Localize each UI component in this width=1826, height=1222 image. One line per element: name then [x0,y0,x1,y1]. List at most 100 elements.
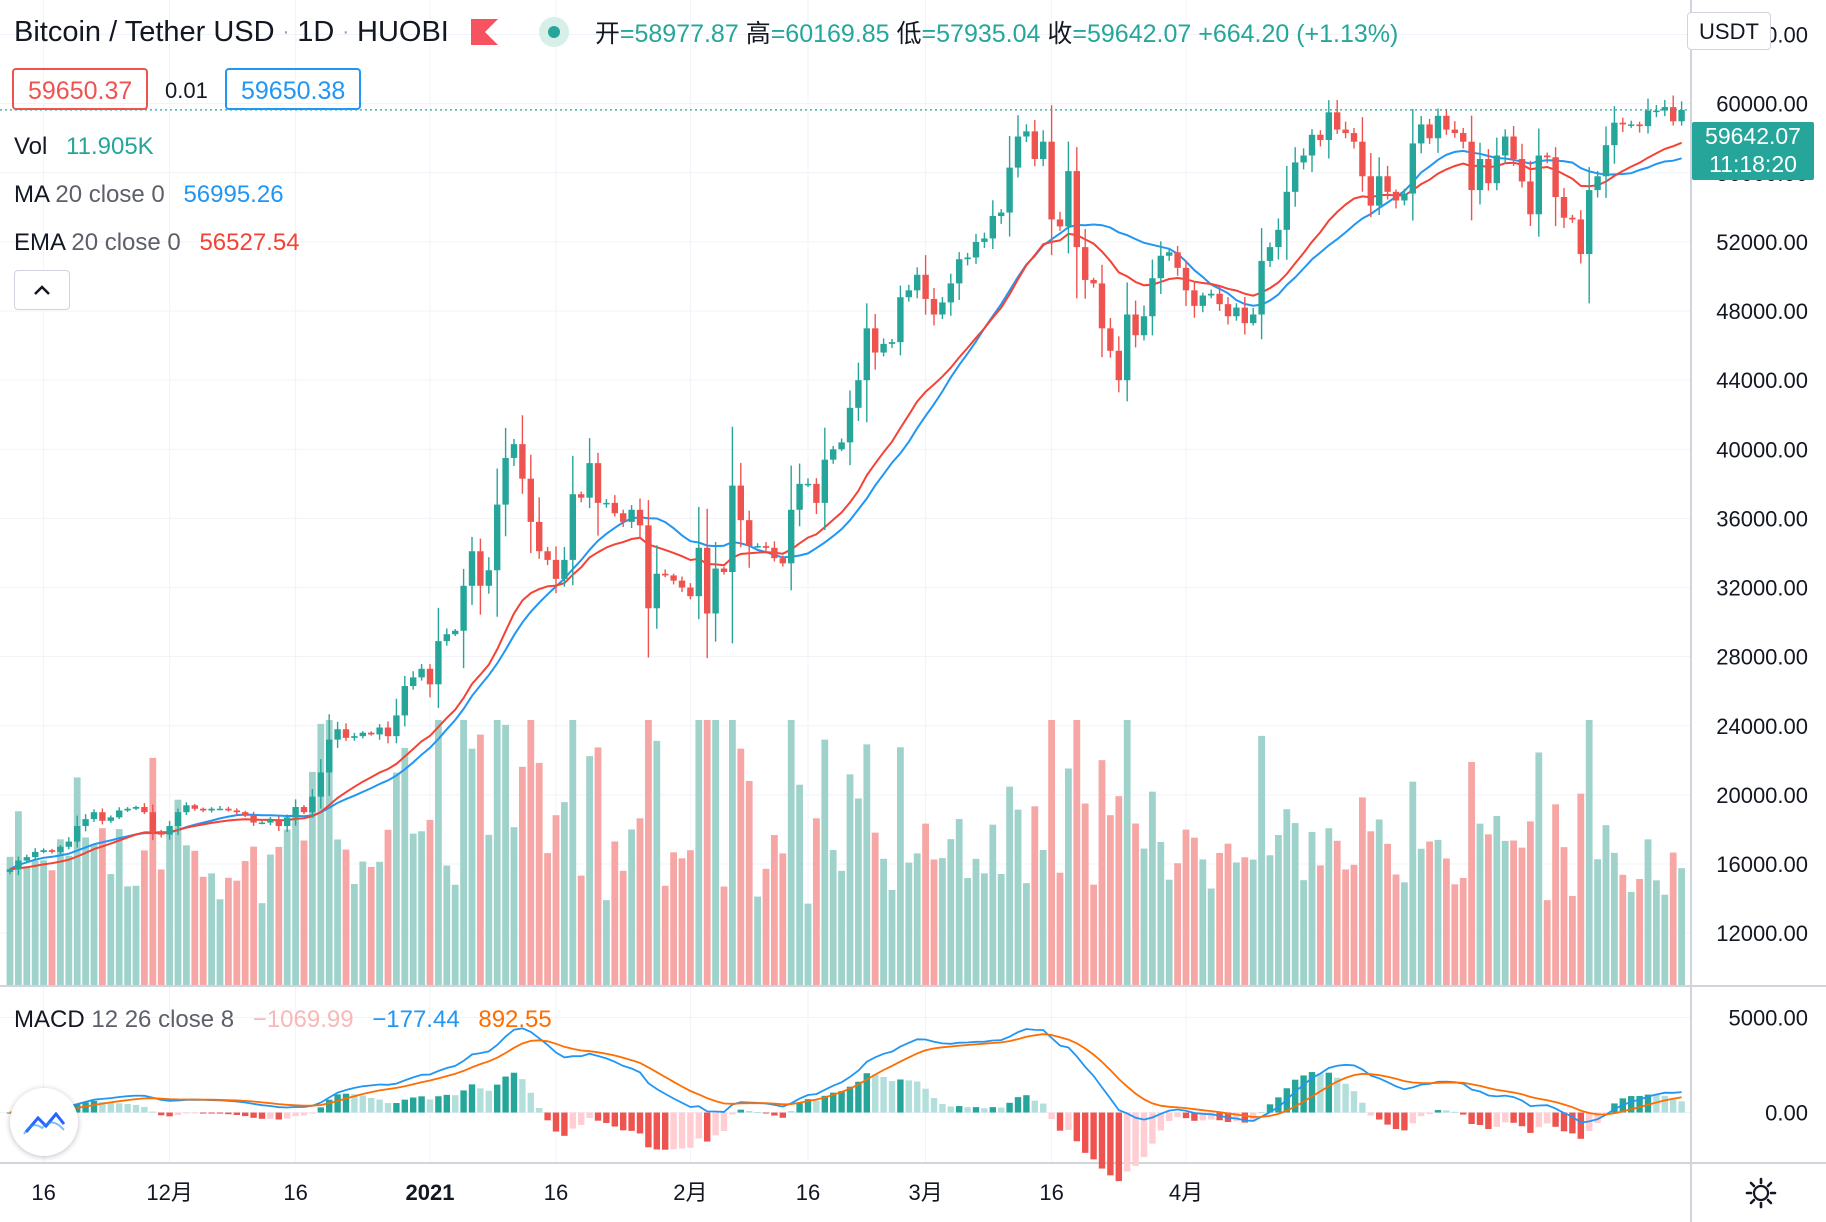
volume-bar [1602,825,1610,985]
macd-hist-bar [989,1107,996,1113]
macd-hist-bar [880,1076,887,1113]
candle-body [401,686,408,716]
flag-icon[interactable] [470,19,498,45]
market-open-icon [538,17,569,47]
candle-body [1577,219,1584,255]
macd-hist-bar [1056,1112,1064,1131]
candle-body [1308,134,1316,156]
volume-bar [1443,858,1450,985]
gear-icon[interactable] [1744,1176,1778,1210]
macd-hist-bar [258,1112,266,1119]
volume-bar [502,724,509,985]
candle-body [746,520,753,547]
volume-bar [1006,786,1013,985]
candle-body [1166,252,1173,256]
volume-bar [241,861,249,985]
tradingview-logo-icon[interactable] [10,1088,78,1156]
volume-bar [905,862,913,985]
volume-bar [1468,761,1475,985]
volume-bar [267,854,274,985]
time-tick-label: 3月 [908,1180,942,1205]
candle-body [586,463,593,498]
macd-hist-bar [1031,1100,1038,1113]
candle-body [317,772,324,797]
candle-body [242,812,249,816]
candle-body [334,729,341,740]
volume-bar [1577,793,1585,985]
macd-hist-bar [1342,1083,1349,1113]
macd-hist-bar [1468,1112,1475,1125]
candle-body [1443,115,1450,130]
volume-bar [1165,879,1173,985]
candle-body [712,568,719,614]
candle-body [1619,122,1626,125]
candle-body [846,407,854,443]
candle-body [460,585,467,631]
volume-bar [1451,884,1459,985]
candle-body [552,559,560,579]
volume-bar [645,720,652,985]
volume-bar [325,720,333,985]
volume-legend[interactable]: Vol 11.905K [14,133,154,160]
candle-body [1283,191,1290,230]
ma-line [9,149,1682,871]
currency-button[interactable]: USDT [1687,12,1771,50]
macd-signal-value: 892.55 [478,1006,552,1033]
macd-hist-bar [1065,1112,1072,1130]
candle-body [1460,133,1467,142]
macd-hist-bar [309,1112,316,1114]
volume-bar [1191,837,1198,985]
candle-body [536,521,543,552]
symbol-header[interactable]: Bitcoin / Tether USD · 1D · HUOBI 开=5897… [14,14,1398,50]
candle-body [107,817,114,821]
macd-signal-line [9,1033,1682,1118]
exchange-label[interactable]: HUOBI [357,15,449,48]
ma-legend[interactable]: MA 20 close 0 56995.26 [14,181,284,208]
candle-body [225,808,232,811]
macd-hist-bar [1132,1112,1139,1166]
symbol-name[interactable]: Bitcoin / Tether USD [14,15,275,48]
macd-hist-bar [468,1084,476,1113]
time-tick-label: 2021 [406,1180,455,1205]
macd-hist-bar [846,1086,854,1113]
volume-bar [1560,847,1568,985]
volume-bar [435,720,442,985]
volume-bar [40,860,47,985]
macd-hist-bar [1107,1112,1114,1176]
collapse-legend-button[interactable] [14,270,70,310]
ema-legend[interactable]: EMA 20 close 0 56527.54 [14,229,300,256]
volume-bar [426,819,434,985]
volume-bar [208,873,215,985]
candle-body [65,841,72,847]
sell-button[interactable]: 59650.37 [12,68,149,110]
volume-bar [1241,857,1249,985]
macd-hist-bar [1476,1112,1484,1125]
macd-hist-bar [712,1112,719,1136]
ohlc-readout: 开=58977.87 高=60169.85 低=57935.04 收=59642… [594,20,1399,48]
buy-button[interactable]: 59650.38 [225,68,362,110]
volume-bar [216,899,224,985]
candle-body [233,810,240,813]
macd-hist-bar [754,1112,761,1114]
macd-hist-bar [132,1104,140,1113]
interval-label[interactable]: 1D [297,15,335,48]
volume-bar [1653,880,1660,985]
macd-line-value: −177.44 [372,1006,460,1033]
macd-hist-bar [872,1074,879,1113]
macd-tick-label: 0.00 [1765,1101,1808,1126]
volume-bar [1132,823,1139,985]
candle-body [1426,124,1433,139]
macd-hist-bar [1502,1112,1509,1123]
candle-body [1384,176,1391,192]
candle-body [670,575,677,581]
macd-hist-bar [1006,1102,1013,1113]
macd-legend[interactable]: MACD 12 26 close 8 −1069.99 −177.44 892.… [14,1006,552,1033]
candle-body [342,729,350,738]
volume-bar [1258,735,1265,985]
candle-body [1258,260,1265,315]
macd-hist-bar [897,1079,904,1113]
candle-body [116,810,123,818]
volume-bar [1401,882,1408,985]
volume-bar [1081,803,1089,985]
